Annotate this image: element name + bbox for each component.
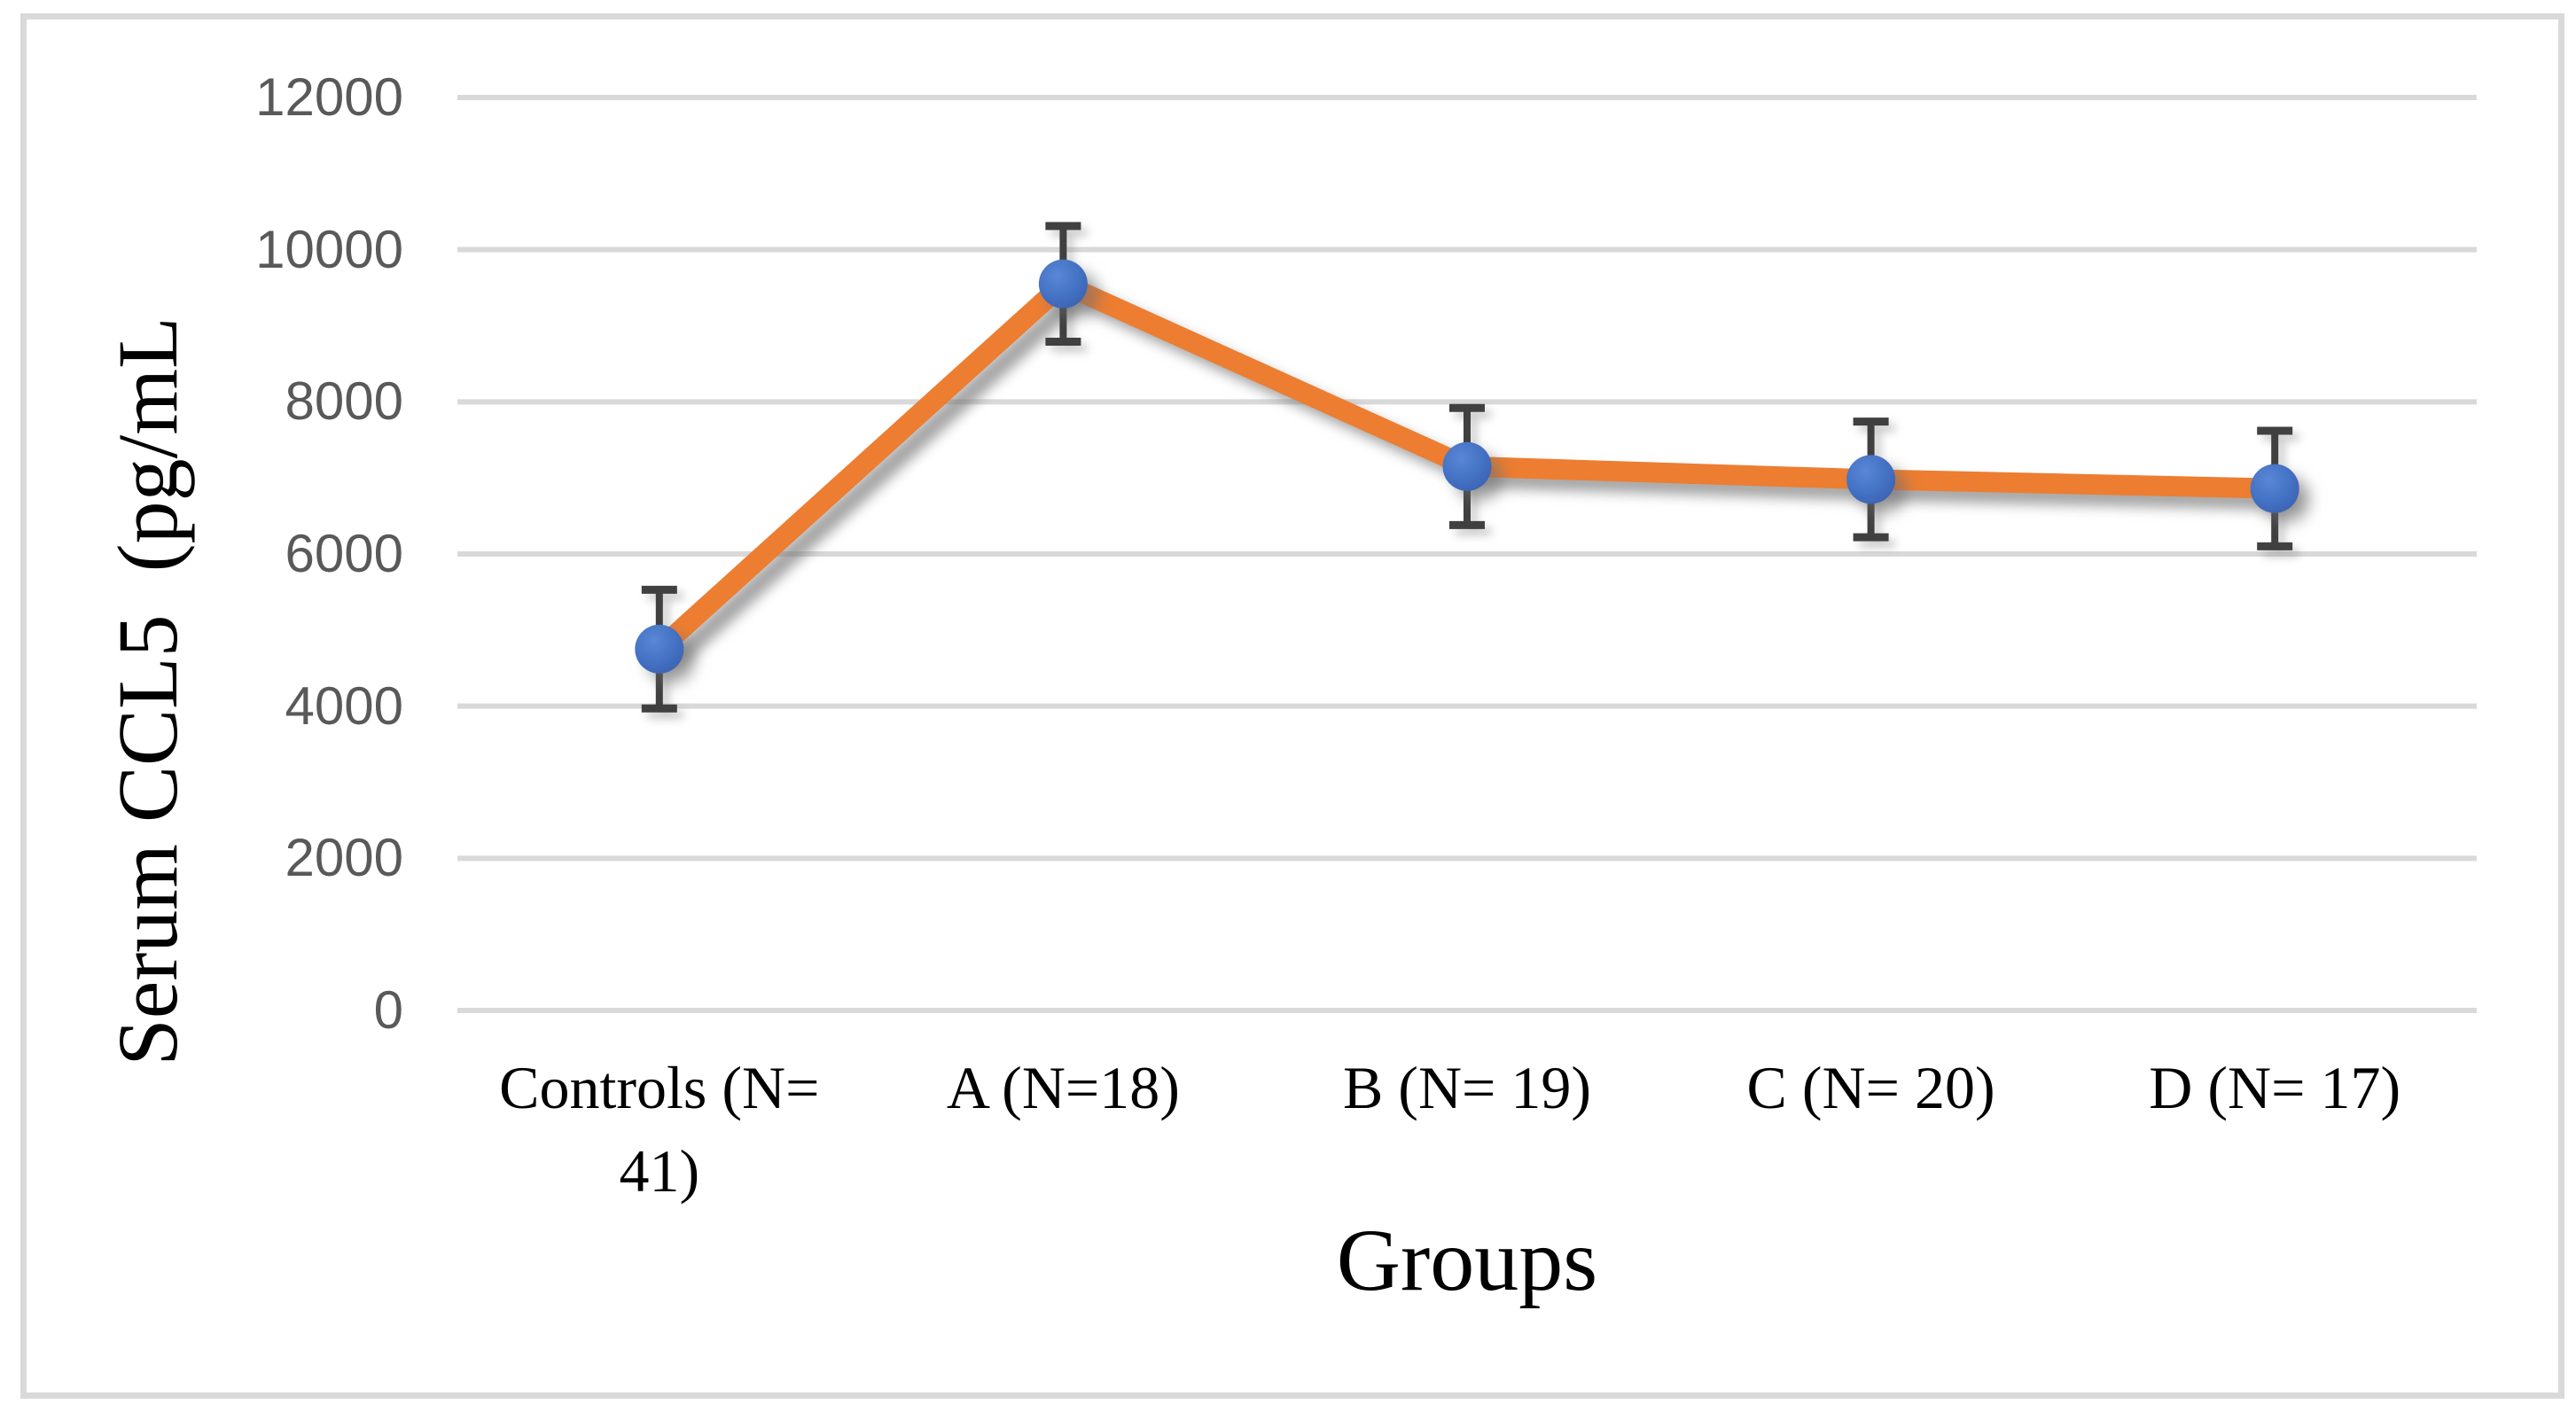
y-axis-tick-label: 12000	[255, 67, 403, 127]
data-point-marker-0	[635, 624, 684, 674]
data-point-marker-3	[1846, 455, 1896, 504]
y-axis-tick-label: 8000	[285, 371, 403, 432]
y-axis-tick-label: 2000	[285, 828, 403, 888]
y-axis-title: Serum CCL5 (pg/mL	[100, 316, 195, 1066]
gridlines	[457, 95, 2477, 1013]
data-point-markers	[635, 259, 2299, 674]
data-point-marker-1	[1038, 259, 1088, 308]
y-axis-tick-label: 10000	[255, 219, 403, 279]
x-axis-title: Groups	[1336, 1211, 1598, 1309]
data-point-marker-2	[1442, 441, 1492, 491]
x-category-label: Controls (N= 41)	[499, 1054, 820, 1205]
y-axis-tick-label: 4000	[285, 675, 403, 736]
data-point-marker-4	[2250, 464, 2299, 513]
y-axis-tick-label: 0	[373, 980, 403, 1040]
x-category-label: C (N= 20)	[1746, 1054, 1995, 1121]
x-category-label: B (N= 19)	[1342, 1054, 1592, 1121]
y-axis-tick-label: 6000	[285, 524, 403, 583]
chart-border-frame	[20, 13, 2564, 1399]
x-category-label: A (N=18)	[946, 1054, 1180, 1121]
x-category-label: D (N= 17)	[2149, 1054, 2401, 1121]
